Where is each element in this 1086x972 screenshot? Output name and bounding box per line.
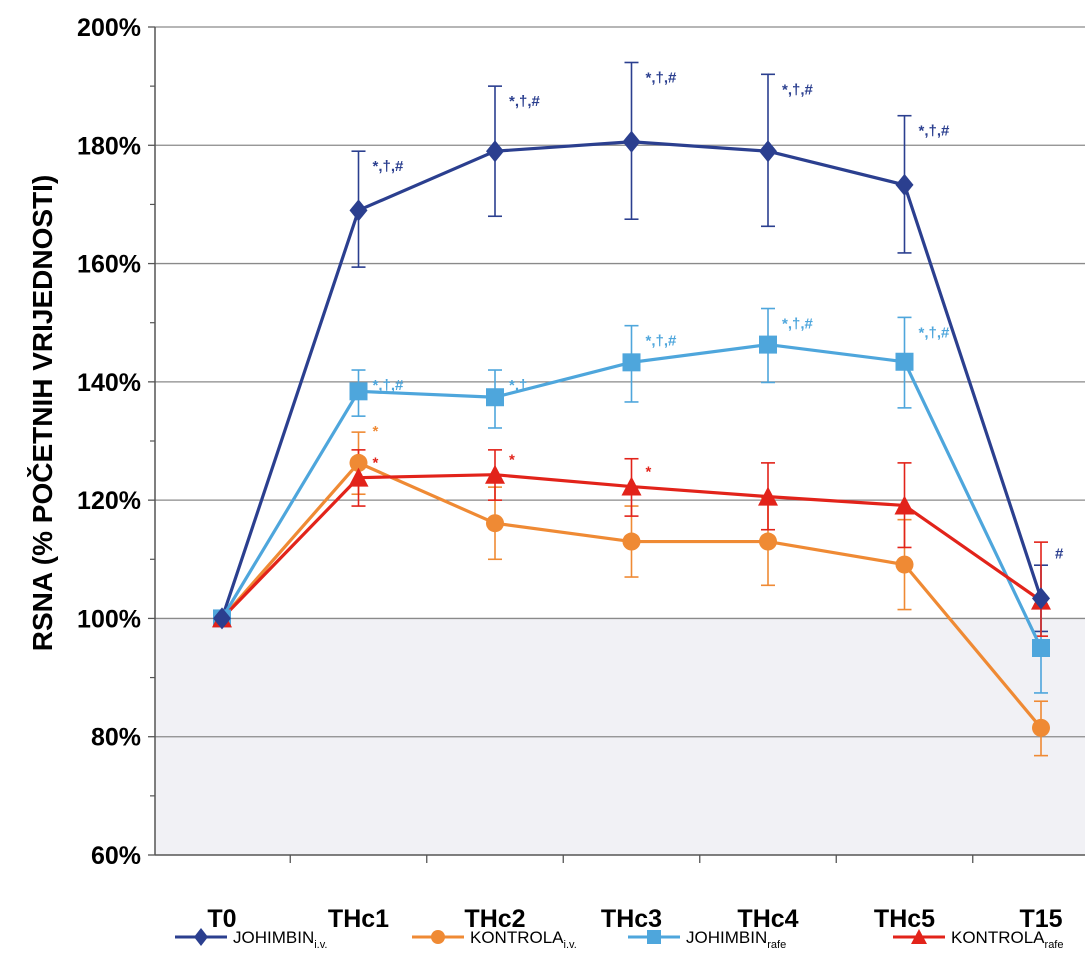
data-point-diamond — [622, 130, 641, 153]
legend-name: KONTROLA — [951, 928, 1045, 947]
significance-annotation: *,†,# — [919, 123, 951, 140]
significance-annotation: *,†,# — [373, 158, 405, 175]
data-point-diamond — [349, 199, 368, 222]
significance-annotation: *,†,# — [782, 316, 814, 333]
significance-annotation: *,†,# — [782, 81, 814, 98]
data-point-circle — [486, 514, 504, 533]
significance-annotation: * — [373, 455, 379, 472]
data-point-circle — [1032, 718, 1050, 737]
legend-label: KONTROLAi.v. — [470, 928, 577, 951]
significance-annotation: *,†,# — [646, 333, 678, 350]
x-tick-label: THc3 — [601, 905, 662, 933]
significance-annotation: * — [646, 464, 652, 481]
x-tick-label: THc1 — [328, 905, 389, 933]
y-tick-label: 160% — [77, 251, 141, 279]
data-point-triangle — [894, 495, 915, 515]
significance-annotation: * — [509, 452, 515, 469]
data-point-square — [486, 388, 504, 407]
x-tick-label: T15 — [1019, 905, 1062, 933]
x-tick-label: THc4 — [737, 905, 798, 933]
data-point-triangle — [621, 476, 642, 496]
legend-subscript: i.v. — [314, 939, 327, 951]
data-point-square — [622, 353, 641, 372]
significance-annotation: *,†,# — [646, 69, 678, 86]
significance-annotation: *,† — [509, 377, 527, 394]
data-point-triangle — [485, 464, 505, 484]
legend-name: JOHIMBIN — [686, 928, 767, 947]
data-point-square — [349, 382, 368, 401]
data-point-diamond — [759, 140, 777, 163]
data-point-diamond — [895, 173, 914, 196]
data-point-triangle — [348, 467, 369, 487]
data-point-square — [895, 352, 914, 371]
data-point-triangle — [758, 486, 778, 506]
data-point-circle — [895, 555, 914, 574]
data-point-circle — [349, 453, 368, 472]
y-tick-label: 100% — [77, 605, 141, 633]
legend-label: JOHIMBINi.v. — [233, 928, 327, 951]
data-point-square — [1032, 639, 1050, 657]
data-point-diamond — [1032, 587, 1050, 610]
y-tick-label: 200% — [77, 14, 141, 42]
significance-annotation: * — [373, 423, 379, 440]
legend-subscript: rafe — [767, 939, 786, 951]
y-axis-title: RSNA (% POČETNIH VRIJEDNOSTI) — [26, 175, 58, 652]
x-tick-label: THc5 — [874, 905, 935, 933]
significance-annotation: *,†,# — [509, 93, 541, 110]
legend-subscript: rafe — [1045, 939, 1064, 951]
y-tick-label: 140% — [77, 369, 141, 397]
data-point-circle — [622, 532, 641, 551]
data-point-diamond — [213, 607, 231, 630]
data-point-square — [759, 335, 777, 354]
data-point-circle — [431, 930, 445, 944]
legend-subscript: i.v. — [564, 939, 577, 951]
data-point-circle — [759, 532, 777, 551]
data-point-square — [647, 930, 661, 944]
y-tick-label: 120% — [77, 487, 141, 515]
y-tick-label: 180% — [77, 132, 141, 160]
data-point-diamond — [486, 140, 504, 163]
significance-annotation: *,†,# — [919, 324, 951, 341]
significance-annotation: *,†,# — [373, 377, 405, 394]
x-tick-label: T0 — [207, 905, 236, 933]
legend-name: JOHIMBIN — [233, 928, 314, 947]
legend-label: JOHIMBINrafe — [686, 928, 786, 951]
significance-annotation: # — [1055, 545, 1064, 562]
data-point-diamond — [194, 928, 208, 946]
x-tick-label: THc2 — [464, 905, 525, 933]
y-tick-label: 60% — [91, 842, 141, 870]
data-point-triangle — [911, 929, 927, 944]
legend-label: KONTROLArafe — [951, 928, 1064, 951]
y-tick-label: 80% — [91, 724, 141, 752]
legend-name: KONTROLA — [470, 928, 564, 947]
